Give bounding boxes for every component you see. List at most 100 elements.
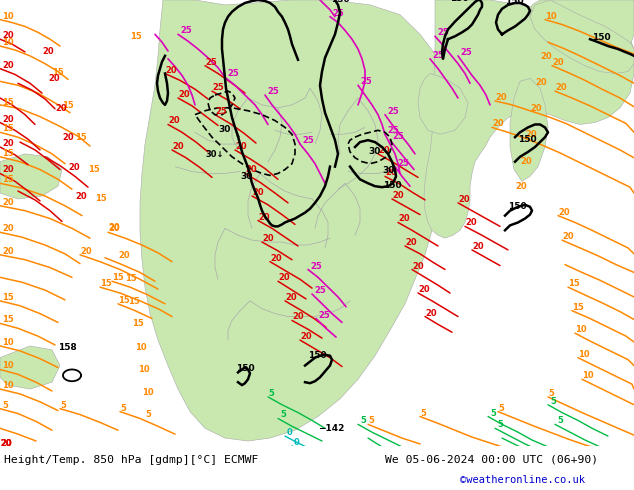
Text: 10: 10 (2, 38, 13, 47)
Text: 15: 15 (75, 133, 87, 142)
Text: 20: 20 (525, 130, 536, 139)
Text: 20: 20 (515, 182, 527, 191)
Text: 150: 150 (308, 351, 327, 360)
Text: 20: 20 (2, 31, 13, 40)
Text: 20: 20 (278, 273, 290, 282)
Text: 30: 30 (382, 167, 394, 175)
Text: 15: 15 (112, 273, 124, 282)
Text: ©weatheronline.co.uk: ©weatheronline.co.uk (460, 475, 585, 485)
Text: 15: 15 (130, 32, 142, 41)
Polygon shape (510, 78, 548, 181)
Text: 30: 30 (368, 147, 380, 156)
Text: 15: 15 (2, 98, 14, 107)
Text: −142: −142 (318, 424, 344, 433)
Text: 20: 20 (80, 247, 92, 256)
Text: 20: 20 (418, 285, 430, 294)
Text: 25: 25 (314, 286, 326, 295)
Text: 20: 20 (118, 251, 129, 260)
Text: 15: 15 (568, 279, 579, 288)
Text: 150: 150 (508, 202, 527, 211)
Text: 10: 10 (142, 388, 153, 397)
Polygon shape (530, 0, 634, 74)
Text: 25: 25 (212, 83, 224, 92)
Text: 20: 20 (0, 439, 11, 448)
Text: 20: 20 (540, 52, 552, 61)
Polygon shape (140, 0, 448, 441)
Text: 25: 25 (322, 0, 333, 2)
Text: 30: 30 (240, 172, 252, 181)
Text: 30↓: 30↓ (205, 150, 224, 159)
Text: 10: 10 (2, 12, 13, 21)
Text: 20: 20 (552, 58, 564, 67)
Text: 20: 20 (300, 332, 312, 341)
Text: 20: 20 (425, 309, 437, 318)
Text: 150: 150 (383, 181, 401, 190)
Text: 25: 25 (332, 9, 344, 18)
Text: 20: 20 (108, 224, 120, 233)
Text: 20: 20 (492, 120, 503, 128)
Text: 15: 15 (2, 316, 14, 324)
Text: Height/Temp. 850 hPa [gdmp][°C] ECMWF: Height/Temp. 850 hPa [gdmp][°C] ECMWF (4, 455, 259, 465)
Text: 20: 20 (495, 93, 507, 102)
Text: 20: 20 (258, 213, 269, 221)
Text: 0: 0 (294, 438, 300, 447)
Text: 20: 20 (178, 90, 190, 99)
Text: 20: 20 (530, 104, 541, 113)
Text: 15: 15 (88, 165, 100, 173)
Text: 20: 20 (270, 254, 281, 263)
Text: 20: 20 (555, 83, 567, 92)
Text: 20: 20 (252, 188, 264, 197)
Text: 20: 20 (245, 166, 257, 174)
Text: 5: 5 (360, 416, 366, 425)
Text: 20: 20 (535, 78, 547, 87)
Text: 5: 5 (280, 411, 286, 419)
Text: 20: 20 (0, 439, 11, 448)
Text: 20: 20 (0, 439, 11, 448)
Text: 20: 20 (458, 195, 470, 204)
Text: 20: 20 (75, 192, 87, 201)
Polygon shape (530, 0, 634, 56)
Text: 10: 10 (578, 350, 590, 359)
Text: 25: 25 (387, 126, 399, 135)
Text: 0: 0 (287, 428, 293, 437)
Text: 20: 20 (2, 247, 13, 256)
Text: 20: 20 (285, 293, 297, 302)
Text: 20: 20 (292, 313, 304, 321)
Text: 20: 20 (405, 238, 417, 247)
Text: 20: 20 (412, 262, 424, 270)
Text: 25: 25 (302, 136, 314, 145)
Text: 25: 25 (397, 159, 409, 168)
Text: 10: 10 (2, 362, 13, 370)
Text: 158: 158 (58, 343, 77, 352)
Text: 150: 150 (236, 365, 255, 373)
Text: We 05-06-2024 00:00 UTC (06+90): We 05-06-2024 00:00 UTC (06+90) (385, 455, 598, 465)
Text: 20: 20 (108, 223, 120, 232)
Polygon shape (418, 74, 468, 134)
Text: 15: 15 (2, 293, 14, 302)
Text: 10: 10 (2, 381, 13, 390)
Text: 20: 20 (520, 157, 532, 166)
Text: 150: 150 (331, 0, 349, 4)
Text: 5: 5 (2, 401, 8, 410)
Text: 25: 25 (460, 48, 472, 57)
Text: 20: 20 (558, 208, 569, 217)
Text: 15: 15 (132, 319, 144, 328)
Text: 20: 20 (168, 117, 179, 125)
Text: 15: 15 (62, 101, 74, 110)
Text: 20: 20 (235, 142, 247, 151)
Text: 5: 5 (420, 409, 426, 417)
Text: 10: 10 (575, 325, 586, 334)
Text: 25: 25 (432, 51, 444, 60)
Text: 20: 20 (2, 61, 13, 70)
Text: 150: 150 (518, 135, 536, 144)
Text: 20: 20 (465, 219, 477, 227)
Text: 25: 25 (215, 107, 227, 116)
Polygon shape (0, 154, 62, 199)
Text: 150: 150 (450, 0, 469, 3)
Text: 15: 15 (125, 274, 137, 283)
Text: 20: 20 (262, 234, 274, 243)
Text: 25: 25 (392, 132, 404, 141)
Text: 5: 5 (60, 401, 66, 410)
Text: 20: 20 (2, 198, 13, 207)
Text: 15: 15 (118, 296, 130, 305)
